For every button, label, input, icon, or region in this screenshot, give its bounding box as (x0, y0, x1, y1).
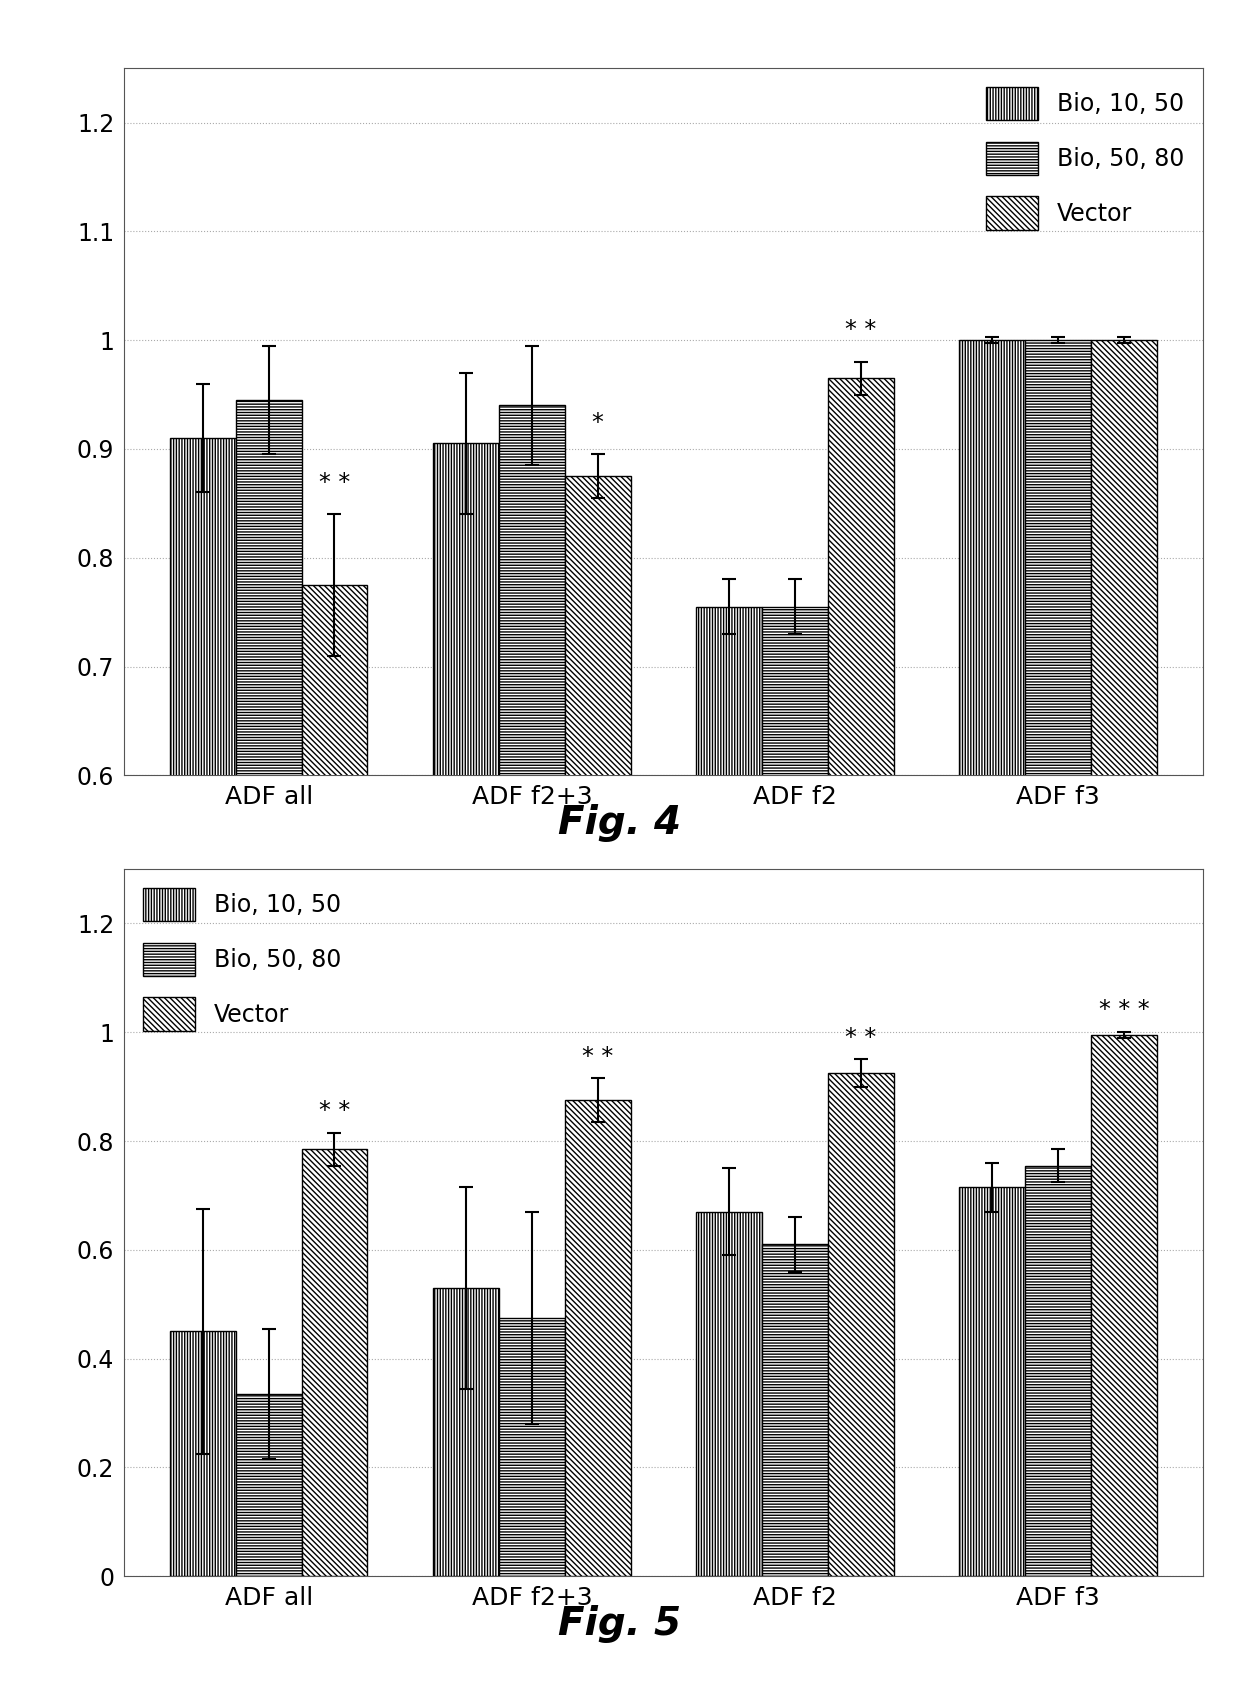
Text: *: * (591, 411, 604, 435)
Bar (697, 607, 763, 1428)
Text: Fig. 5: Fig. 5 (558, 1605, 682, 1643)
Bar (498, 1317, 564, 1576)
Bar (301, 1148, 367, 1576)
Text: * *: * * (846, 319, 877, 343)
Bar (301, 584, 367, 1428)
Text: * *: * * (846, 1026, 877, 1050)
Bar (1025, 341, 1091, 1428)
Text: * *: * * (319, 470, 350, 494)
Bar (433, 443, 498, 1428)
Bar (1091, 1034, 1157, 1576)
Bar (697, 1212, 763, 1576)
Bar (236, 1394, 301, 1576)
Bar (828, 1074, 894, 1576)
Text: * *: * * (319, 1099, 350, 1123)
Bar (564, 475, 630, 1428)
Bar (498, 406, 564, 1428)
Bar (236, 400, 301, 1428)
Text: * * *: * * * (1099, 999, 1149, 1022)
Bar (170, 1331, 236, 1576)
Bar (763, 1244, 828, 1576)
Bar (763, 607, 828, 1428)
Text: Fig. 4: Fig. 4 (558, 804, 682, 842)
Legend: Bio, 10, 50, Bio, 50, 80, Vector: Bio, 10, 50, Bio, 50, 80, Vector (978, 80, 1190, 237)
Bar (564, 1101, 630, 1576)
Legend: Bio, 10, 50, Bio, 50, 80, Vector: Bio, 10, 50, Bio, 50, 80, Vector (136, 881, 348, 1038)
Bar (433, 1288, 498, 1576)
Bar (960, 1188, 1025, 1576)
Bar (1025, 1166, 1091, 1576)
Bar (1091, 341, 1157, 1428)
Bar (170, 438, 236, 1428)
Bar (828, 378, 894, 1428)
Text: * *: * * (582, 1045, 614, 1068)
Bar (960, 341, 1025, 1428)
